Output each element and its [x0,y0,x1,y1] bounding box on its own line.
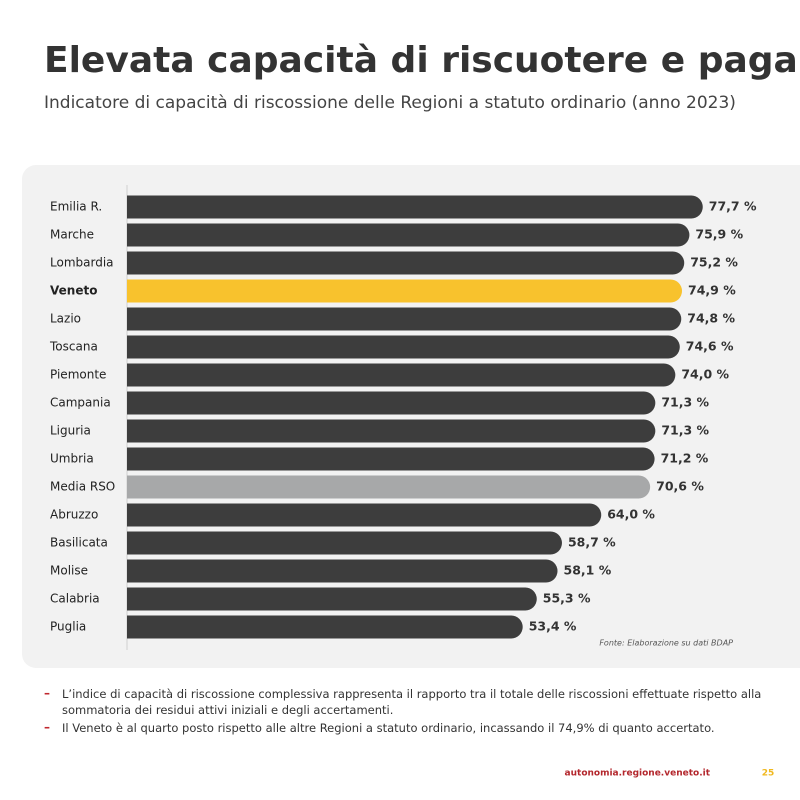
value-label: 74,8 % [687,311,735,326]
bar [127,307,682,331]
value-label: 53,4 % [529,619,577,634]
category-label: Umbria [50,452,94,466]
category-label: Abruzzo [50,508,98,522]
value-label: 75,2 % [690,255,738,270]
bullet: – [44,720,50,734]
value-label: 55,3 % [543,591,591,606]
bar [127,251,685,275]
footer-url: autonomia.regione.veneto.it [565,769,711,779]
value-label: 58,1 % [564,563,612,578]
category-label: Campania [50,396,111,410]
note: L’indice di capacità di riscossione comp… [62,687,762,717]
category-label: Media RSO [50,480,115,494]
value-label: 71,2 % [661,451,709,466]
bar [127,391,656,415]
note: Il Veneto è al quarto posto rispetto all… [62,721,715,735]
category-label: Basilicata [50,536,108,550]
value-label: 77,7 % [709,199,757,214]
bar [127,587,537,611]
title: Elevata capacità di riscuotere e pagare [44,40,800,81]
value-label: 71,3 % [661,395,709,410]
subtitle: Indicatore di capacità di riscossione de… [44,93,736,113]
bar [127,447,655,471]
bar [127,475,651,499]
category-label: Marche [50,228,94,242]
category-label: Molise [50,564,88,578]
bar [127,279,683,303]
bar [127,559,558,583]
category-label: Lazio [50,312,81,326]
value-label: 74,6 % [686,339,734,354]
category-label: Piemonte [50,368,106,382]
category-label: Emilia R. [50,200,102,214]
value-label: 58,7 % [568,535,616,550]
category-label: Liguria [50,424,91,438]
bullet: – [44,686,50,700]
page-number: 25 [762,769,775,779]
bar [127,615,523,639]
bar [127,531,562,555]
value-label: 70,6 % [656,479,704,494]
category-label: Puglia [50,620,86,634]
bar [127,195,703,219]
value-label: 74,9 % [688,283,736,298]
bar [127,335,680,359]
bar [127,363,676,387]
value-label: 71,3 % [661,423,709,438]
bar [127,419,656,443]
bar [127,503,602,527]
category-label: Veneto [50,284,97,298]
bar [127,223,690,247]
source: Fonte: Elaborazione su dati BDAP [599,639,733,648]
category-label: Calabria [50,592,100,606]
category-label: Toscana [49,340,98,354]
category-label: Lombardia [50,256,114,270]
value-label: 75,9 % [695,227,743,242]
value-label: 74,0 % [681,367,729,382]
value-label: 64,0 % [607,507,655,522]
